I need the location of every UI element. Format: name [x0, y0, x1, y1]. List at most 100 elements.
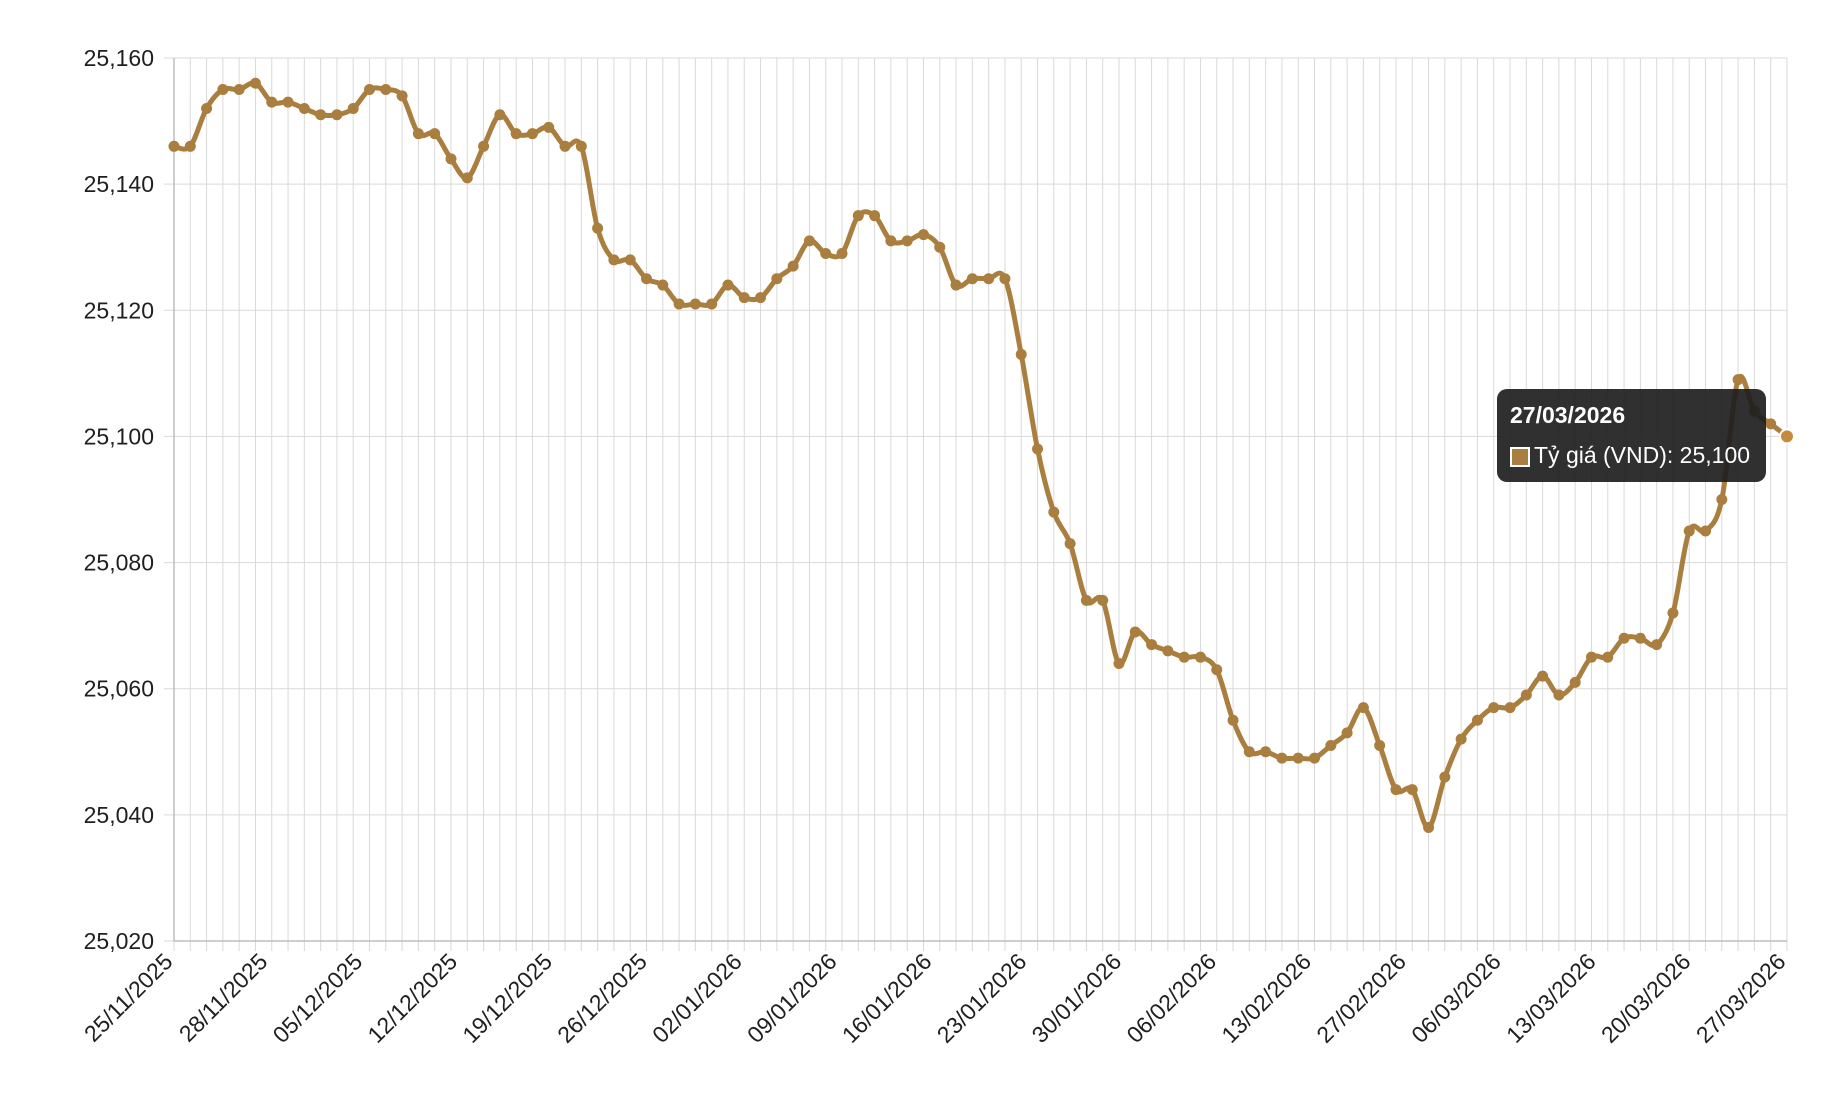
data-point [201, 102, 213, 114]
data-point [901, 235, 913, 247]
data-point [1471, 714, 1483, 726]
data-point [1683, 525, 1695, 537]
tooltip-color-swatch [1510, 447, 1530, 467]
data-point [1357, 702, 1369, 714]
data-point [755, 292, 767, 304]
data-point [559, 140, 571, 152]
data-point [1439, 771, 1451, 783]
data-point [836, 248, 848, 260]
data-point [1080, 594, 1092, 606]
x-tick-label: 23/01/2026 [932, 948, 1032, 1048]
data-point [1325, 739, 1337, 751]
data-point [689, 298, 701, 310]
y-tick-label: 25,040 [84, 802, 154, 828]
data-point [494, 109, 506, 121]
data-point [608, 254, 620, 266]
data-point [266, 96, 278, 108]
data-point [917, 229, 929, 241]
x-tick-label: 27/02/2026 [1311, 948, 1411, 1048]
data-point [1374, 739, 1386, 751]
data-point [673, 298, 685, 310]
data-point [429, 128, 441, 140]
tooltip-title: 27/03/2026 [1510, 402, 1626, 428]
data-point [380, 84, 392, 96]
data-point [510, 128, 522, 140]
vertical-gridlines [173, 58, 1788, 951]
data-point [461, 172, 473, 184]
data-point [999, 273, 1011, 285]
data-point [1504, 702, 1516, 714]
tooltip: 27/03/2026 Tỷ giá (VND): 25,100 [1497, 389, 1766, 482]
x-axis-tick-labels: 25/11/202528/11/202505/12/202512/12/2025… [79, 948, 1791, 1048]
horizontal-gridlines [164, 57, 1787, 942]
data-point [1700, 525, 1712, 537]
data-point [1406, 784, 1418, 796]
x-tick-label: 06/02/2026 [1121, 948, 1221, 1048]
data-point [787, 260, 799, 272]
data-point [1211, 664, 1223, 676]
data-point [1455, 733, 1467, 745]
data-point [1227, 714, 1239, 726]
data-point [1602, 651, 1614, 663]
data-point-highlighted [1779, 428, 1795, 445]
y-tick-label: 25,140 [84, 171, 154, 197]
data-point [1716, 494, 1728, 505]
x-tick-label: 28/11/2025 [174, 948, 273, 1047]
y-tick-label: 25,100 [84, 423, 154, 449]
data-point [1015, 348, 1027, 360]
data-point [657, 279, 669, 291]
data-point [1634, 632, 1646, 644]
data-point [1048, 506, 1060, 518]
data-point [1178, 651, 1190, 663]
data-point [1651, 639, 1663, 651]
data-point [1585, 651, 1597, 663]
data-point [592, 222, 604, 234]
y-axis-tick-labels: 25,020 25,040 25,060 25,080 25,100 25,120 25,1… [84, 45, 154, 954]
x-tick-label: 02/01/2026 [647, 948, 747, 1048]
data-point [1765, 418, 1777, 430]
data-point [1162, 645, 1174, 657]
x-tick-label: 25/11/2025 [79, 948, 178, 1047]
data-point [1194, 651, 1206, 663]
series-tygia [168, 77, 1795, 833]
data-point [298, 102, 310, 114]
data-point [396, 90, 408, 102]
data-point [1260, 746, 1272, 758]
x-tick-label: 09/01/2026 [742, 948, 842, 1048]
x-tick-label: 05/12/2025 [268, 948, 368, 1048]
x-tick-label: 20/03/2026 [1596, 948, 1696, 1048]
data-point [934, 241, 946, 253]
data-point [640, 273, 652, 285]
axes [173, 58, 1787, 942]
data-point [738, 292, 750, 304]
data-point [478, 140, 490, 152]
data-point [575, 140, 587, 152]
data-point [771, 273, 783, 285]
data-point [1032, 443, 1044, 455]
data-point [706, 298, 718, 310]
data-point [331, 109, 343, 121]
y-tick-label: 25,060 [84, 676, 154, 702]
data-point [526, 128, 538, 140]
x-tick-label: 13/02/2026 [1216, 948, 1316, 1048]
x-tick-label: 27/03/2026 [1691, 948, 1791, 1048]
data-point [233, 84, 245, 96]
data-point [722, 279, 734, 291]
data-point [1667, 607, 1679, 619]
data-point [885, 235, 897, 247]
tooltip-label: Tỷ giá (VND): 25,100 [1534, 442, 1751, 468]
y-tick-label: 25,160 [84, 45, 154, 71]
data-point [950, 279, 962, 291]
data-point [1732, 374, 1744, 386]
data-point [1390, 784, 1402, 796]
data-point [803, 235, 815, 247]
x-tick-label: 26/12/2025 [552, 948, 652, 1048]
data-point [364, 84, 376, 96]
data-point [1309, 752, 1321, 764]
data-point [1537, 670, 1549, 682]
data-point [1569, 676, 1581, 688]
data-point [1113, 657, 1125, 669]
data-point [543, 121, 555, 133]
